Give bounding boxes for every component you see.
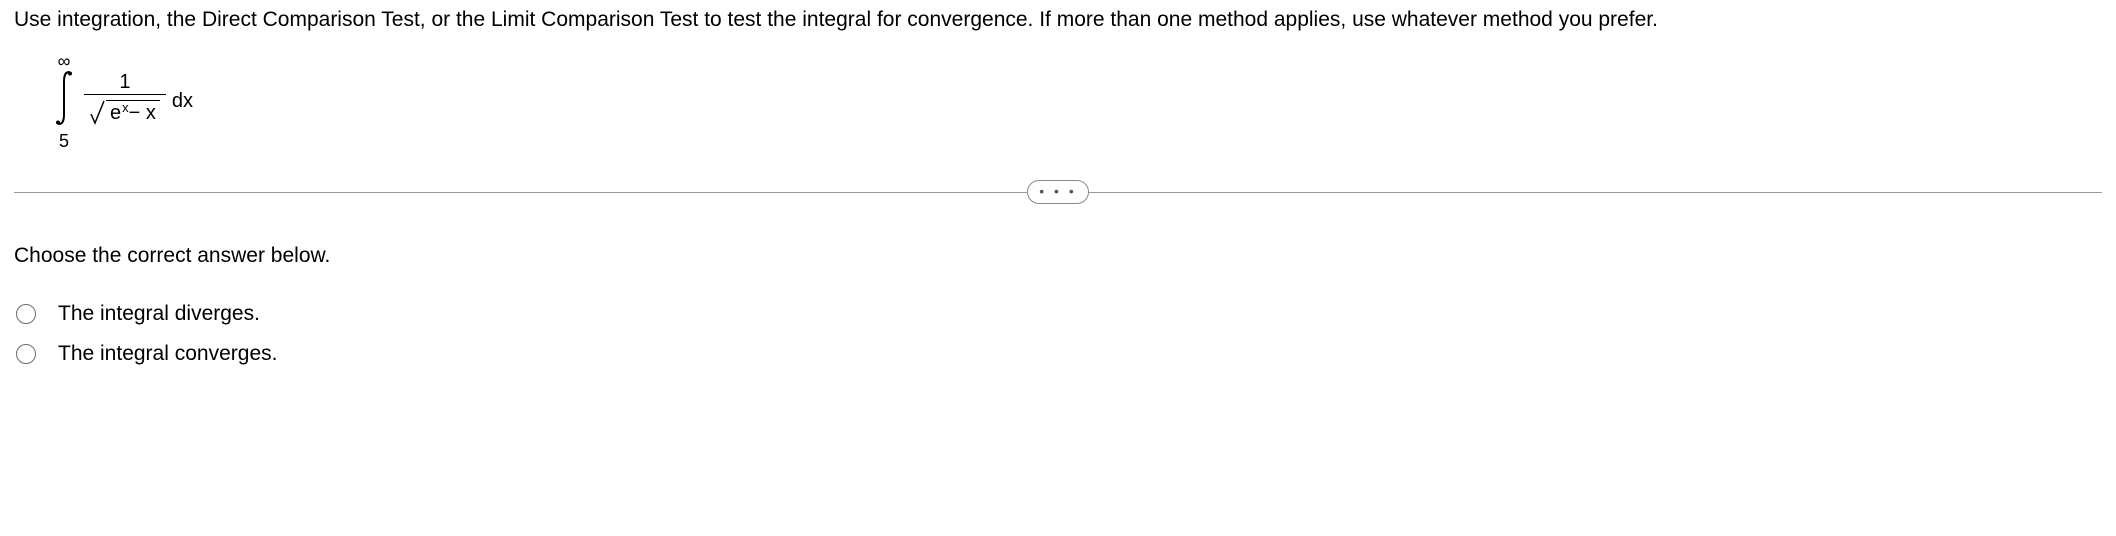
upper-limit: ∞ [58,52,71,70]
answer-prompt: Choose the correct answer below. [14,244,2102,268]
option-label: The integral converges. [58,342,277,366]
lower-limit: 5 [59,132,69,150]
answer-options: The integral diverges. The integral conv… [16,302,2102,366]
option-diverges[interactable]: The integral diverges. [16,302,2102,326]
radicand-exponent: x [122,100,129,116]
radio-icon[interactable] [16,304,36,324]
expand-button[interactable]: • • • [1027,180,1089,204]
numerator: 1 [113,72,136,94]
integral-sign-icon [54,70,74,132]
radio-icon[interactable] [16,344,36,364]
option-label: The integral diverges. [58,302,260,326]
question-text: Use integration, the Direct Comparison T… [14,8,2102,32]
option-converges[interactable]: The integral converges. [16,342,2102,366]
section-divider: • • • [14,180,2102,204]
integral-expression: ∞ 5 1 [54,52,2102,150]
differential: dx [172,90,193,113]
radicand-base: e [110,101,121,125]
ellipsis-icon: • • • [1039,184,1076,198]
denominator: ex − x [84,95,166,131]
sqrt-icon [90,99,106,131]
radicand-tail: − x [129,101,156,125]
integrand-fraction: 1 ex − x [84,72,166,131]
